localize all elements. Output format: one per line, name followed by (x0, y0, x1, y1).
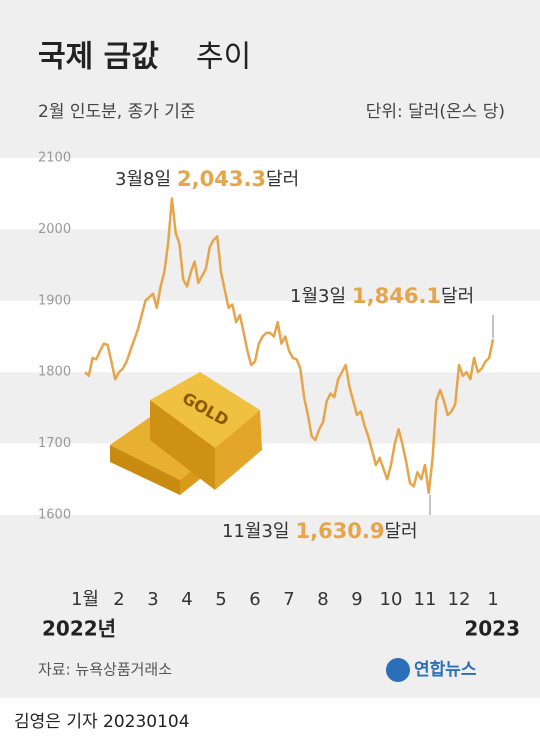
x-tick-label: 8 (317, 589, 328, 610)
annotation-part: 11월3일 (222, 521, 289, 542)
annotation-part: 1월3일 (290, 286, 346, 307)
y-tick-label: 2000 (38, 222, 71, 237)
annotation: 3월8일 2,043.3달러 (115, 167, 299, 191)
line (84, 197, 495, 495)
annotation-part: 1,630.9 (295, 519, 384, 543)
year-label: 2023 (464, 617, 520, 641)
x-tick-label: 4 (181, 589, 192, 610)
x-tick-label: 7 (283, 589, 294, 610)
x-tick-label: 3 (147, 589, 158, 610)
y-tick-label: 1800 (38, 365, 71, 380)
logo-icon (386, 658, 410, 682)
annotation: 1월3일 1,846.1달러 (290, 284, 474, 308)
source: 자료: 뉴욕상품거래소 (38, 661, 172, 679)
x-tick-label: 9 (351, 589, 362, 610)
annotation-part: 달러 (385, 521, 418, 542)
x-tick-label: 1 (487, 589, 498, 610)
chart-title-rest: 추이 (196, 40, 251, 75)
x-tick-label: 2 (113, 589, 124, 610)
x-tick-label: 10 (380, 589, 403, 610)
byline: 김영은 기자 20230104 (14, 712, 190, 732)
x-tick-label: 12 (448, 589, 471, 610)
y-tick-label: 1900 (38, 293, 71, 308)
annotation-part: 3월8일 (115, 169, 171, 190)
annotation: 11월3일 1,630.9달러 (222, 519, 418, 543)
grid-band (0, 443, 540, 515)
x-tick-label: 1월 (71, 589, 99, 610)
x-tick-label: 5 (215, 589, 226, 610)
footer-background (0, 698, 540, 748)
x-tick-label: 6 (249, 589, 260, 610)
grid-band (0, 300, 540, 373)
y-tick-label: 1700 (38, 436, 71, 451)
annotation-part: 달러 (441, 286, 474, 307)
x-tick-label: 11 (414, 589, 437, 610)
subtitle: 2월 인도분, 종가 기준 (38, 102, 196, 122)
logo: 연합뉴스 (414, 659, 477, 680)
annotation-part: 2,043.3 (177, 167, 266, 191)
chart-title: 국제 금값 (38, 40, 159, 75)
unit-label: 단위: 달러(온스 당) (366, 102, 505, 122)
year-label: 2022년 (42, 617, 116, 641)
annotation-part: 1,846.1 (352, 284, 441, 308)
y-tick-label: 2100 (38, 151, 71, 166)
annotation-part: 달러 (266, 169, 299, 190)
gold-bars: GOLD (110, 372, 262, 495)
y-tick-label: 1600 (38, 508, 71, 523)
grid-band (0, 158, 540, 230)
